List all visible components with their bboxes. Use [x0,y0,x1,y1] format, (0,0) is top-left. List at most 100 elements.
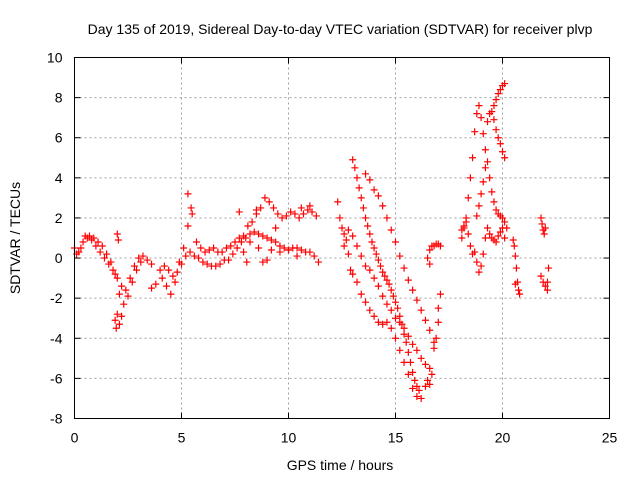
data-point-marker [496,228,504,236]
data-point-marker [409,384,417,392]
data-point-marker [479,178,487,186]
data-point-marker [396,252,404,260]
data-point-marker [537,272,545,280]
data-point-marker [477,114,485,122]
data-point-marker [392,314,399,322]
data-point-marker [169,272,177,280]
data-point-marker [98,242,106,250]
data-point-marker [488,108,496,116]
data-point-marker [366,230,374,238]
data-point-marker [359,204,367,212]
data-point-marker [434,318,442,326]
data-point-marker [404,276,412,284]
data-point-marker [229,250,237,258]
data-point-marker [396,346,404,354]
data-point-marker [113,230,121,238]
data-point-marker [276,248,284,256]
data-point-marker [156,266,164,274]
data-point-marker [385,280,393,288]
data-point-marker [227,242,235,250]
data-point-marker [464,194,472,202]
data-point-marker [291,210,299,218]
data-point-marker [344,250,352,258]
data-point-marker [355,184,363,192]
data-point-marker [192,238,200,246]
data-point-marker [184,190,192,198]
data-point-marker [392,298,399,306]
data-point-marker [370,244,378,252]
data-point-marker [387,324,395,332]
data-point-marker [413,296,421,304]
data-point-marker [481,146,489,154]
data-point-marker [163,282,171,290]
data-point-marker [488,188,496,196]
data-point-marker [274,210,282,218]
data-point-marker [148,260,156,268]
data-point-marker [496,140,504,148]
data-point-marker [92,242,100,250]
data-point-marker [158,274,166,282]
data-point-marker [417,306,425,314]
data-point-marker [293,252,301,260]
data-point-marker [195,254,203,262]
data-point-marker [201,248,209,256]
data-point-marker [496,86,504,94]
data-point-marker [473,110,481,118]
data-point-marker [372,250,380,258]
data-point-marker [272,238,280,246]
data-point-marker [477,190,485,198]
data-point-marker [409,368,417,376]
data-point-marker [276,242,284,250]
data-point-marker [379,292,387,300]
data-point-marker [340,230,348,238]
data-point-marker [400,358,408,366]
data-point-marker [362,298,370,306]
data-point-marker [543,278,551,286]
data-point-marker [511,280,519,288]
data-point-marker [130,262,138,270]
data-point-marker [466,242,474,250]
data-point-marker [180,244,188,252]
data-point-marker [139,252,147,260]
data-point-marker [471,128,479,136]
data-point-marker [400,264,408,272]
data-point-marker [336,214,344,222]
data-point-marker [297,246,305,254]
data-point-marker [349,270,357,278]
data-point-marker [148,284,156,292]
data-point-marker [113,274,121,282]
data-point-marker [374,192,382,200]
data-point-marker [436,242,444,250]
data-point-marker [344,226,352,234]
data-point-marker [381,272,389,280]
data-point-marker [124,292,132,300]
data-point-marker [374,318,382,326]
data-point-marker [197,244,205,252]
data-point-marker [409,340,417,348]
x-axis-tick-labels: 0 5 10 15 20 25 [71,430,618,446]
data-point-marker [366,306,374,314]
data-point-marker [216,260,224,268]
data-point-marker [543,286,551,294]
data-point-marker [257,204,265,212]
data-point-marker [516,290,524,298]
data-point-marker [171,278,179,286]
series-sdtvar_track_f [362,170,442,388]
series-sdtvar_track_h [424,218,509,276]
data-point-marker [114,236,122,244]
data-point-marker [490,116,498,124]
data-point-marker [387,286,395,294]
data-point-marker [511,252,519,260]
data-point-marker [306,202,314,210]
data-point-marker [255,244,263,252]
data-point-marker [492,238,500,246]
data-point-marker [293,244,301,252]
y-axis-label: SDTVAR / TECUs [7,182,23,294]
data-point-marker [126,274,134,282]
data-point-marker [492,96,500,104]
y-axis-tick-labels: -8 -6 -4 -2 0 2 4 6 8 10 [47,50,63,427]
data-point-marker [240,248,248,256]
data-point-marker [362,262,370,270]
data-point-marker [175,258,183,266]
